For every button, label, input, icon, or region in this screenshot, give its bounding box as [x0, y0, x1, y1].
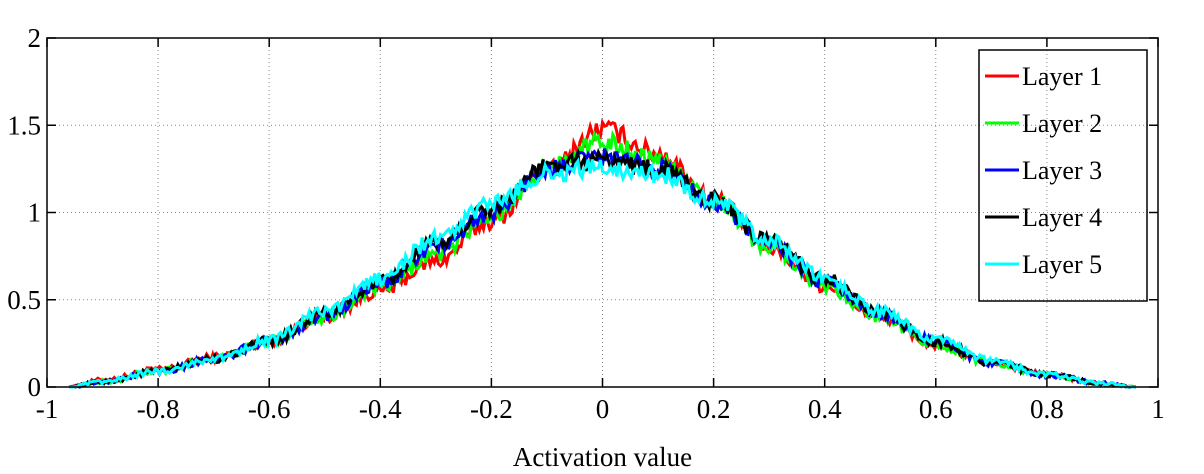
x-tick-label: 0 [596, 394, 610, 424]
x-tick-label: 1 [1151, 394, 1165, 424]
x-tick-label: -0.6 [248, 394, 291, 424]
legend-box [978, 49, 1148, 302]
legend-label-layer-5: Layer 5 [1022, 250, 1102, 279]
y-tick-label: 0.5 [7, 285, 41, 315]
legend-label-layer-2: Layer 2 [1022, 109, 1102, 138]
y-tick-label: 1 [28, 198, 42, 228]
y-tick-label: 0 [28, 372, 42, 402]
y-tick-label: 1.5 [7, 110, 41, 140]
x-tick-label: -0.8 [137, 394, 180, 424]
x-tick-label: -0.4 [359, 394, 402, 424]
legend-label-layer-3: Layer 3 [1022, 156, 1102, 185]
x-axis-label: Activation value [513, 442, 692, 472]
y-tick-label: 2 [28, 23, 42, 53]
series-line-layer-5 [69, 157, 1137, 389]
y-tick-labels: 0 0.5 1 1.5 2 [7, 23, 41, 402]
legend-label-layer-4: Layer 4 [1022, 203, 1102, 232]
legend: Layer 1 Layer 2 Layer 3 Layer 4 Layer 5 [978, 49, 1148, 302]
series-lines [68, 117, 1137, 389]
axis-ticks [46, 37, 1159, 388]
x-tick-label: -1 [36, 394, 59, 424]
x-tick-label: 0.4 [808, 394, 842, 424]
x-tick-label: 0.8 [1030, 394, 1064, 424]
x-tick-label: 0.6 [919, 394, 953, 424]
x-tick-labels: -1 -0.8 -0.6 -0.4 -0.2 0 0.2 0.4 0.6 0.8 1 [36, 394, 1165, 424]
legend-label-layer-1: Layer 1 [1022, 62, 1102, 91]
x-tick-label: 0.2 [697, 394, 731, 424]
series-line-layer-3 [69, 148, 1137, 389]
x-tick-label: -0.2 [470, 394, 513, 424]
grid-lines [47, 38, 1158, 387]
